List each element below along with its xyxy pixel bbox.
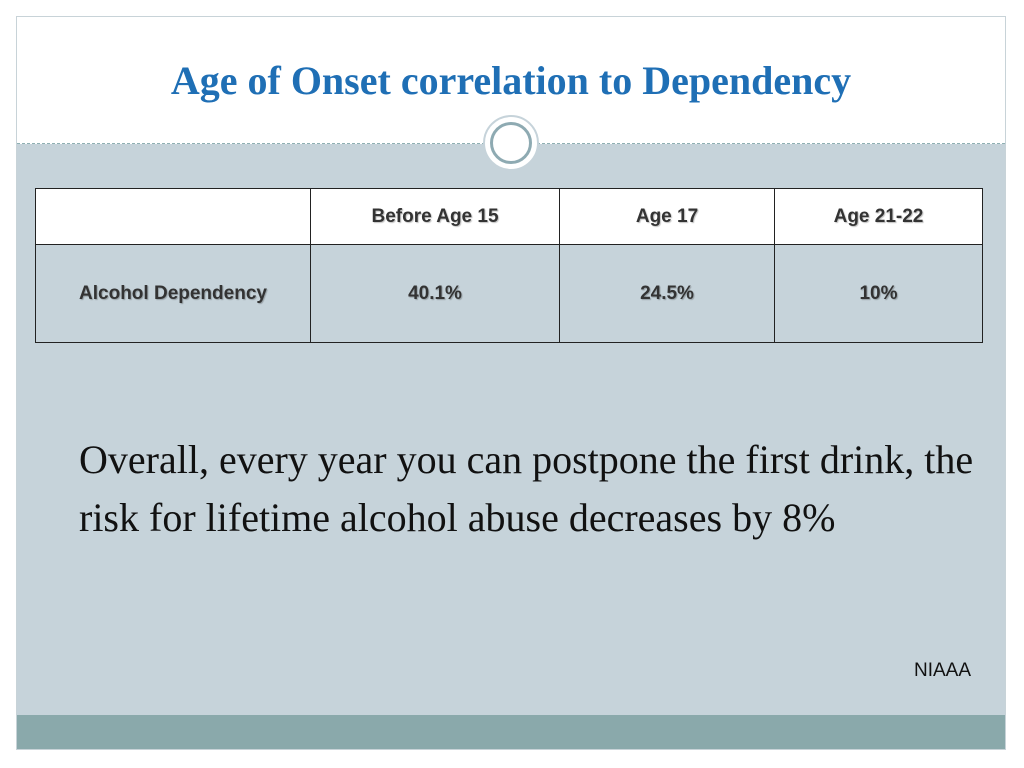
- table-cell: 10%: [774, 244, 983, 343]
- table-row-label: Alcohol Dependency: [35, 244, 311, 343]
- onset-dependency-table: Before Age 15 Age 17 Age 21-22 Alcohol D…: [35, 188, 983, 343]
- table-header-cell: Age 21-22: [774, 188, 983, 245]
- divider-circle-inner: [490, 122, 532, 164]
- table-cell: 24.5%: [559, 244, 775, 343]
- source-citation: NIAAA: [913, 660, 971, 681]
- footer-band: [17, 715, 1005, 749]
- table-cell: 40.1%: [310, 244, 560, 343]
- table-row: Alcohol Dependency 40.1% 24.5% 10%: [35, 244, 983, 343]
- summary-text: Overall, every year you can postpone the…: [79, 437, 974, 540]
- slide-title: Age of Onset correlation to Dependency: [170, 58, 852, 103]
- table-header-cell: Age 17: [559, 188, 775, 245]
- table-header-cell: Before Age 15: [310, 188, 560, 245]
- table-header-cell-empty: [35, 188, 311, 245]
- divider-circle-ornament: [483, 115, 539, 171]
- table-header-row: Before Age 15 Age 17 Age 21-22: [35, 188, 983, 245]
- slide: Age of Onset correlation to Dependency B…: [16, 16, 1006, 750]
